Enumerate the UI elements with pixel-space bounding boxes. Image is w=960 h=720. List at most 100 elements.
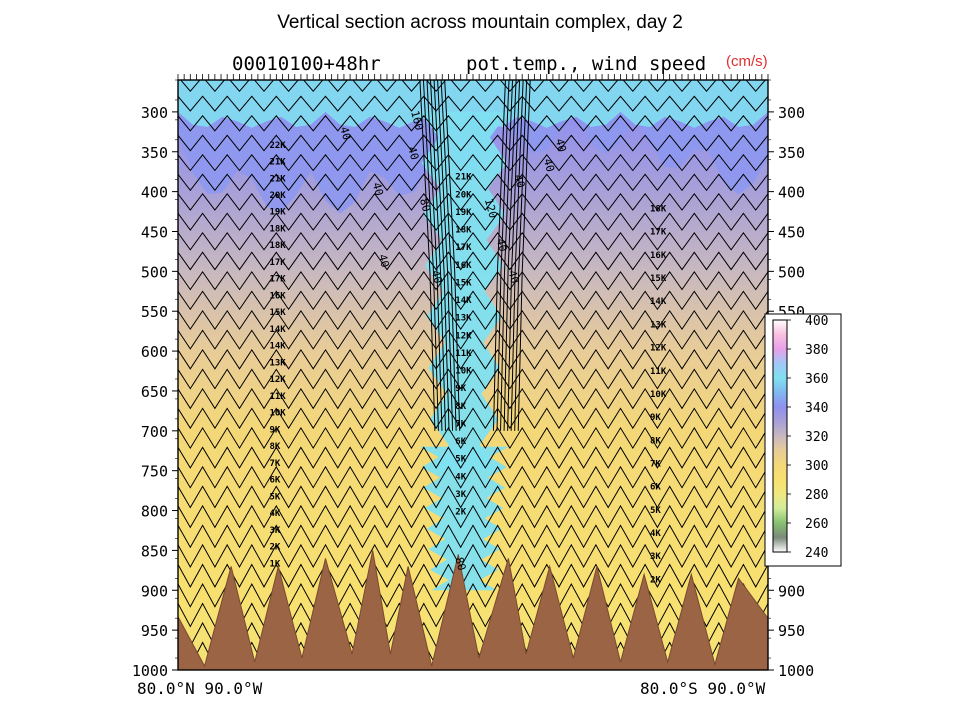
contour-label: 19K	[269, 208, 286, 218]
contour-label: 2K	[650, 575, 661, 585]
contour-label: 19K	[455, 208, 472, 218]
isentrope-line	[517, 80, 531, 431]
y-tick-label: 400	[141, 184, 168, 202]
contour-label: 9K	[455, 384, 466, 394]
isentrope-line	[178, 231, 768, 251]
contour-label: 14K	[455, 296, 472, 306]
isentrope-line	[178, 271, 768, 291]
y-tick-label: 1000	[132, 662, 168, 680]
wind-contour-label: 40	[506, 269, 522, 285]
isentrope-line	[419, 80, 436, 431]
unit-annotation: (cm/s)	[726, 53, 768, 70]
isentrope-line	[178, 173, 768, 192]
isentrope-line	[510, 80, 524, 431]
contour-label: 21K	[269, 174, 286, 184]
contour-label: 14K	[650, 297, 667, 307]
contour-label: 5K	[650, 506, 661, 516]
isentrope-line	[178, 465, 768, 489]
contour-label: 13K	[269, 358, 286, 368]
isentrope-line	[178, 290, 768, 311]
contour-label: 16K	[650, 251, 667, 261]
wind-contour-label: 160	[408, 109, 426, 132]
contour-label: 11K	[455, 349, 472, 359]
contour-label: 10K	[455, 367, 472, 377]
contour-label: 15K	[269, 308, 286, 318]
isentrope-line	[178, 192, 768, 211]
contour-label: 18K	[650, 205, 667, 215]
y-tick-label: 350	[778, 144, 805, 162]
wind-contour-label: 40	[494, 237, 510, 253]
colorbar-tick-label: 280	[805, 488, 828, 503]
slide-title: Vertical section across mountain complex…	[277, 12, 683, 33]
isentrope-line	[178, 134, 768, 152]
contour-label: 17K	[650, 228, 667, 238]
colorbar-tick-label: 300	[805, 459, 828, 474]
y-tick-label: 500	[141, 263, 168, 281]
contour-label: 9K	[269, 425, 280, 435]
contour-label: 12K	[650, 344, 667, 354]
contour-label: 4K	[269, 509, 280, 519]
y-tick-label: 900	[778, 582, 805, 600]
isentrope-line	[492, 80, 506, 431]
contour-label: 12K	[455, 331, 472, 341]
y-tick-label: 950	[778, 622, 805, 640]
y-tick-label: 700	[141, 423, 168, 441]
y-tick-label: 900	[141, 582, 168, 600]
y-tick-label: 550	[141, 303, 168, 321]
contour-label: 5K	[455, 455, 466, 465]
contour-label: 2K	[269, 543, 280, 553]
y-tick-label: 350	[141, 144, 168, 162]
colorbar-tick-label: 360	[805, 372, 828, 387]
isentrope-line	[178, 504, 768, 529]
y-tick-label: 800	[141, 503, 168, 521]
terrain	[178, 550, 768, 670]
colorbar-tick-label: 400	[805, 314, 828, 329]
isentrope-line	[178, 212, 768, 231]
y-tick-label: 1000	[778, 662, 814, 680]
chart-title: 00010100+48hr	[232, 53, 381, 75]
x-axis-left-label: 80.0°N 90.0°W	[137, 679, 263, 698]
wind-contour-label: 40	[370, 181, 386, 197]
contour-label: 3K	[650, 552, 661, 562]
wind-contour-label: 120	[482, 197, 500, 220]
contour-label: 14K	[269, 325, 286, 335]
isentrope-line	[430, 80, 447, 431]
contour-label: 13K	[455, 314, 472, 324]
y-tick-label: 500	[778, 263, 805, 281]
contour-label: 10K	[650, 390, 667, 400]
isentrope-line	[444, 80, 461, 431]
contour-label: 14K	[269, 342, 286, 352]
contour-label: 13K	[650, 320, 667, 330]
isentrope-line	[178, 426, 768, 450]
contour-label: 11K	[269, 392, 286, 402]
contour-label: 16K	[455, 261, 472, 271]
contour-label: 6K	[455, 437, 466, 447]
isentrope-line	[178, 407, 768, 430]
colorbar: 400 380 360 340 320 300 280 260 240	[764, 313, 842, 567]
contour-label: 9K	[650, 413, 661, 423]
wind-contour-label: 40	[553, 137, 569, 153]
wind-contour-label: 40	[405, 145, 421, 161]
contour-label: 18K	[455, 226, 472, 236]
contour-label: 6K	[269, 476, 280, 486]
low-speed-region	[419, 446, 509, 591]
colorbar-tick-label: 240	[805, 546, 828, 561]
isentrope-line	[178, 115, 768, 132]
colorbar-tick-label: 320	[805, 430, 828, 445]
contour-label: 12K	[269, 375, 286, 385]
isentrope-line	[178, 524, 768, 549]
isentrope-line	[514, 80, 528, 431]
contour-label: 17K	[269, 275, 286, 285]
y-tick-label: 850	[141, 542, 168, 560]
contour-label: 2K	[455, 508, 466, 518]
contour-label: 17K	[455, 243, 472, 253]
contour-label: 7K	[455, 419, 466, 429]
y-tick-label: 450	[141, 223, 168, 241]
contour-label: 15K	[455, 278, 472, 288]
isentrope-line	[440, 80, 457, 431]
wind-contour-label: 40	[337, 125, 353, 141]
isentrope-line	[178, 446, 768, 469]
isentrope-line	[433, 80, 450, 431]
contour-label: 22K	[269, 141, 286, 151]
isentrope-line	[178, 251, 768, 271]
